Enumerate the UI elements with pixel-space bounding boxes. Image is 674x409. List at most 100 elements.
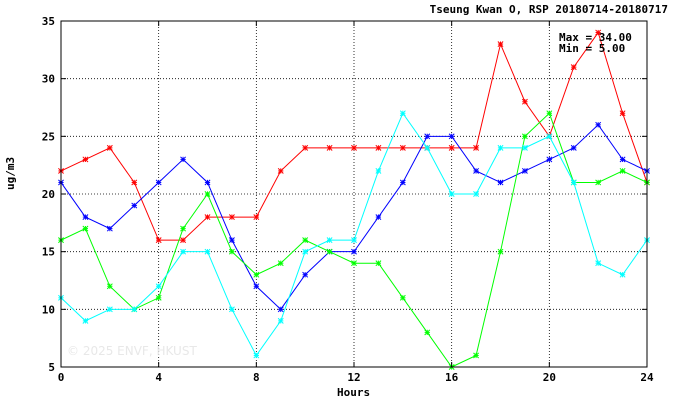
data-point (228, 306, 235, 313)
x-tick-label: 16 (445, 371, 459, 384)
data-point (497, 248, 504, 255)
data-point (473, 144, 480, 151)
data-point (448, 191, 455, 197)
data-point (619, 167, 626, 174)
data-point (497, 41, 504, 48)
data-point (155, 283, 162, 290)
data-point (155, 237, 162, 244)
data-point (155, 179, 162, 186)
data-point (302, 248, 309, 255)
data-point (351, 260, 357, 267)
y-tick-label: 35 (42, 15, 55, 28)
data-point (595, 179, 602, 186)
grid-lines (61, 21, 647, 367)
data-point (277, 317, 284, 324)
x-axis-label: Hours (337, 386, 371, 399)
data-point (595, 260, 602, 267)
data-point (204, 248, 211, 255)
min-stat: Min = 5.00 (559, 42, 626, 55)
x-tick-label: 20 (543, 371, 556, 384)
data-point (595, 29, 602, 36)
data-point (399, 179, 406, 186)
data-point (424, 329, 431, 336)
y-tick-label: 25 (42, 130, 55, 143)
data-point (619, 110, 626, 117)
data-point (228, 248, 235, 255)
data-point (521, 133, 528, 140)
data-point (82, 156, 89, 163)
data-point (595, 121, 602, 128)
y-tick-label: 20 (42, 188, 55, 201)
data-point (302, 237, 309, 244)
data-point (473, 352, 480, 359)
data-point (106, 283, 113, 290)
x-tick-label: 4 (155, 371, 162, 384)
max-stat: Max = 34.00 (559, 31, 632, 44)
data-point (473, 191, 480, 197)
y-tick-label: 15 (42, 246, 55, 259)
data-point (424, 133, 431, 140)
data-point (204, 179, 211, 186)
data-point (204, 191, 211, 197)
y-tick-label: 5 (48, 361, 55, 374)
data-point (399, 294, 406, 301)
data-point (277, 260, 284, 267)
x-tick-label: 12 (347, 371, 360, 384)
data-point (399, 110, 406, 117)
watermark: © 2025 ENVF, HKUST (67, 344, 197, 358)
data-point (546, 110, 553, 117)
data-point (570, 144, 577, 151)
y-axis-label: ug/m3 (4, 156, 17, 190)
data-point (448, 144, 455, 151)
chart-title: Tseung Kwan O, RSP 20180714-20180717 (429, 3, 668, 16)
series-lines (58, 29, 650, 370)
data-point (253, 271, 260, 278)
data-point (302, 271, 309, 278)
data-point (82, 225, 89, 232)
data-point (497, 179, 504, 186)
data-point (375, 167, 382, 174)
data-point (204, 214, 211, 221)
data-point (131, 306, 138, 313)
data-point (228, 214, 235, 221)
data-point (82, 214, 89, 221)
data-point (375, 260, 382, 267)
data-point (399, 144, 406, 151)
data-point (326, 237, 333, 244)
x-tick-label: 24 (640, 371, 654, 384)
data-point (155, 294, 162, 301)
y-tick-label: 10 (42, 303, 55, 316)
data-point (619, 271, 626, 278)
data-point (228, 237, 235, 244)
x-tick-label: 0 (58, 371, 65, 384)
data-point (424, 144, 431, 151)
data-point (253, 352, 260, 359)
series-2 (58, 121, 650, 313)
data-point (351, 237, 357, 244)
data-point (106, 225, 113, 232)
data-point (619, 156, 626, 163)
data-point (131, 179, 138, 186)
data-point (131, 202, 138, 209)
x-tick-label: 8 (253, 371, 260, 384)
y-tick-label: 30 (42, 73, 55, 86)
data-point (448, 133, 455, 140)
data-point (546, 156, 553, 163)
data-point (375, 144, 382, 151)
data-point (497, 144, 504, 151)
data-point (180, 156, 187, 163)
data-point (277, 306, 284, 313)
data-point (253, 283, 260, 290)
data-point (521, 144, 528, 151)
data-point (82, 317, 89, 324)
data-point (106, 306, 113, 313)
data-point (302, 144, 309, 151)
data-point (546, 133, 553, 140)
data-point (253, 214, 260, 221)
data-point (521, 167, 528, 174)
data-point (351, 144, 357, 151)
data-point (570, 64, 577, 71)
data-point (351, 248, 357, 255)
axis-ticks: 0 4 8 12 16 20 24 5 10 15 20 25 30 35 (42, 15, 654, 384)
